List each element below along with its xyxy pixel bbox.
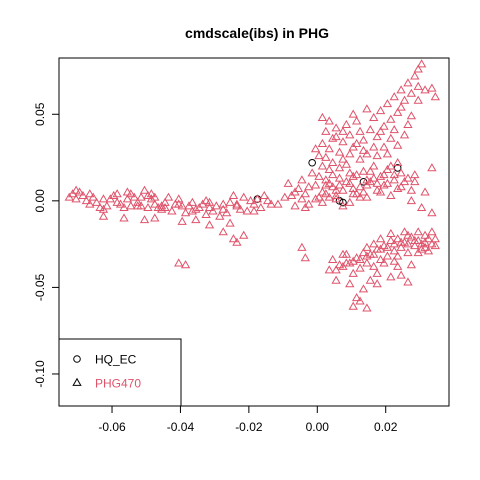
chart-title: cmdscale(ibs) in PHG — [185, 25, 329, 41]
x-tick-label: 0.02 — [374, 420, 398, 434]
y-tick-label: -0.05 — [33, 273, 47, 301]
y-tick-label: 0.00 — [33, 189, 47, 213]
x-tick-label: -0.06 — [98, 420, 126, 434]
legend-box — [59, 339, 181, 406]
x-tick-label: -0.02 — [235, 420, 263, 434]
y-tick-label: -0.10 — [33, 360, 47, 388]
legend-label-hq-ec: HQ_EC — [95, 353, 137, 367]
y-tick-label: 0.05 — [33, 102, 47, 126]
x-tick-label: -0.04 — [167, 420, 195, 434]
legend-label-phg470: PHG470 — [95, 377, 141, 391]
legend: HQ_EC PHG470 — [59, 339, 181, 406]
x-tick-label: 0.00 — [306, 420, 330, 434]
